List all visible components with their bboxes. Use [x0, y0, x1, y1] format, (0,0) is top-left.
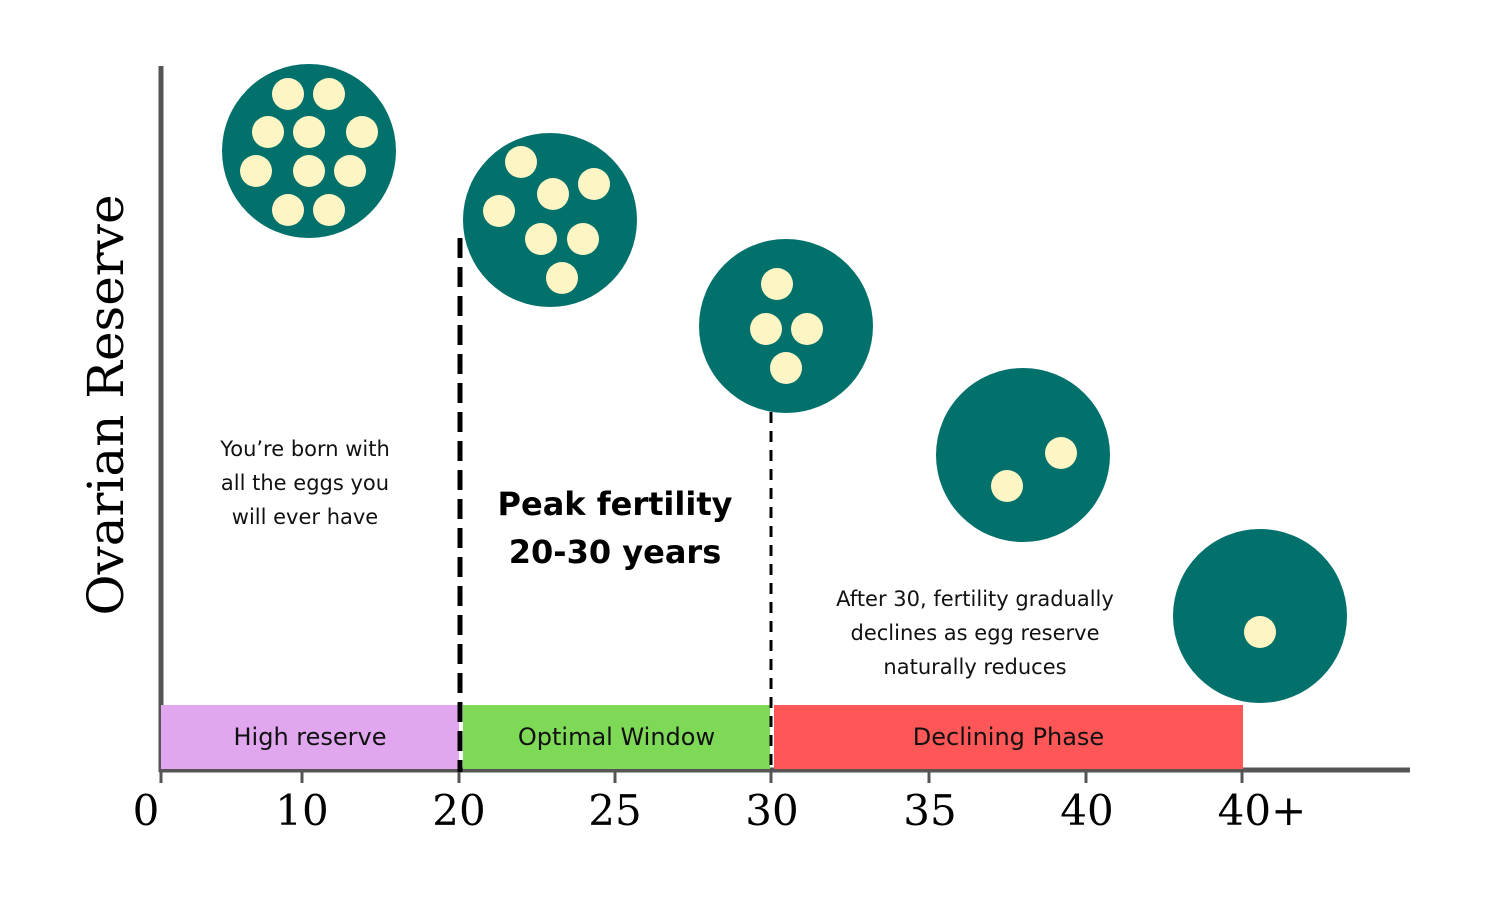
ovary-circle: [222, 64, 396, 238]
phase-label-optimal-window: Optimal Window: [517, 723, 716, 751]
egg: [334, 155, 366, 187]
egg: [293, 116, 325, 148]
x-tick-label-30: 30: [745, 786, 799, 835]
x-tick-label-0: 0: [132, 786, 160, 835]
egg: [293, 155, 325, 187]
note-peak-fertility: Peak fertility 20-30 years: [497, 485, 733, 571]
egg: [505, 146, 537, 178]
egg: [567, 223, 599, 255]
phase-band-optimal-window-bg: [463, 705, 770, 769]
x-tick-label-20: 20: [432, 786, 486, 835]
egg-group-age-25: [463, 133, 637, 307]
x-tick-label-40: 40: [1060, 786, 1114, 835]
phase-label-high-reserve: High reserve: [233, 723, 387, 751]
x-tick-marks: [159, 770, 1244, 783]
egg-group-age-40: [1173, 529, 1347, 703]
egg: [252, 116, 284, 148]
egg: [546, 262, 578, 294]
egg: [761, 268, 793, 300]
egg: [578, 168, 610, 200]
egg: [991, 470, 1023, 502]
phase-label-declining-phase: Declining Phase: [912, 723, 1105, 751]
egg: [272, 194, 304, 226]
x-tick-label-25: 25: [588, 786, 642, 835]
phase-band-declining-phase-bg: [774, 705, 1243, 769]
egg: [791, 313, 823, 345]
ovary-circle: [699, 239, 873, 413]
note-after-30-decline: After 30, fertility gradually declines a…: [836, 587, 1114, 679]
ovary-circle: [936, 368, 1110, 542]
egg: [750, 313, 782, 345]
egg: [346, 116, 378, 148]
egg: [313, 194, 345, 226]
note-born-with-eggs: You’re born with all the eggs you will e…: [220, 437, 390, 529]
x-tick-label-35: 35: [903, 786, 957, 835]
egg: [1045, 437, 1077, 469]
phase-band-high-reserve-bg: [161, 705, 459, 769]
x-tick-label-10: 10: [275, 786, 329, 835]
egg: [537, 178, 569, 210]
egg-group-age-10: [222, 64, 396, 238]
x-tick-label-40-plus: 40+: [1217, 786, 1307, 835]
egg: [770, 352, 802, 384]
egg: [1244, 616, 1276, 648]
egg-group-age-30: [699, 239, 873, 413]
egg-group-age-35: [936, 368, 1110, 542]
egg: [313, 78, 345, 110]
egg: [240, 155, 272, 187]
egg: [272, 78, 304, 110]
egg: [483, 195, 515, 227]
y-axis-label: Ovarian Reserve: [77, 194, 135, 616]
egg: [525, 223, 557, 255]
